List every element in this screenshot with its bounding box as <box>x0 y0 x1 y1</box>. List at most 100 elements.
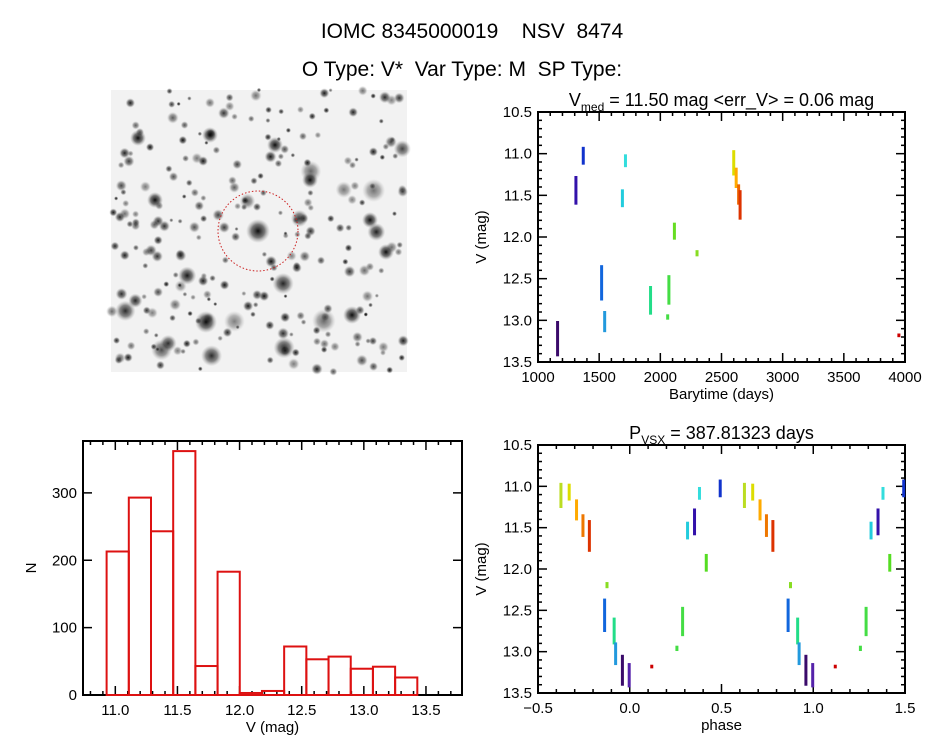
star <box>125 98 136 108</box>
data-point-group <box>627 663 631 688</box>
star <box>109 208 118 217</box>
star <box>250 177 258 185</box>
histogram-bar <box>238 691 263 696</box>
star <box>300 319 307 325</box>
star <box>357 85 368 96</box>
star <box>131 121 140 130</box>
star <box>365 262 375 271</box>
star <box>232 159 243 170</box>
star <box>228 182 240 193</box>
star <box>363 312 369 317</box>
star <box>394 248 403 256</box>
star <box>166 88 173 95</box>
data-point-group <box>623 154 627 168</box>
star <box>368 302 373 308</box>
star <box>296 311 305 321</box>
bright-star <box>343 306 361 324</box>
star <box>181 194 187 199</box>
star <box>145 244 157 257</box>
star <box>159 334 177 352</box>
data-point-group <box>649 286 653 315</box>
data-point-group <box>788 582 792 589</box>
star <box>307 189 314 197</box>
star <box>206 296 212 302</box>
title-rest: = 11.50 mag <err_V> = 0.06 mag <box>604 90 874 111</box>
data-point-group <box>559 482 563 508</box>
star <box>298 132 307 141</box>
star <box>172 346 183 356</box>
star <box>335 181 353 198</box>
star <box>115 180 127 192</box>
data-point-group <box>876 508 880 536</box>
star <box>277 153 285 160</box>
star <box>178 266 197 285</box>
star <box>291 262 302 273</box>
data-point-group <box>675 645 679 652</box>
star <box>362 179 386 203</box>
y-tick-label: 10.5 <box>503 104 532 121</box>
bright-star <box>362 212 378 228</box>
star <box>242 300 254 312</box>
figure-subtitle: O Type: V* Var Type: M SP Type: <box>302 58 622 81</box>
x-tick-label: −0.5 <box>523 700 553 717</box>
star <box>166 111 179 124</box>
star <box>287 358 300 370</box>
star <box>320 312 330 322</box>
star <box>265 320 275 330</box>
star <box>327 214 335 223</box>
star <box>122 199 130 208</box>
star <box>298 213 309 224</box>
star <box>393 140 411 158</box>
data-point-group <box>672 222 676 240</box>
y-tick-label: 300 <box>52 485 77 502</box>
star <box>374 293 380 298</box>
star <box>328 88 333 93</box>
star <box>279 312 291 323</box>
data-point-group <box>738 190 742 220</box>
star <box>224 101 235 112</box>
data-point-group <box>666 314 670 320</box>
star <box>190 294 196 301</box>
star <box>397 335 409 347</box>
histogram-bar <box>172 450 197 697</box>
star <box>112 336 121 345</box>
data-point-group <box>797 642 801 666</box>
data-point-group <box>764 514 768 537</box>
star <box>200 345 223 367</box>
star <box>163 281 170 288</box>
star <box>117 161 125 169</box>
star <box>335 223 345 233</box>
x-tick-label: 3000 <box>766 369 799 386</box>
data-point-group <box>771 520 775 552</box>
x-tick-label: 13.5 <box>411 702 440 719</box>
star <box>343 156 353 166</box>
star <box>368 362 379 372</box>
star <box>386 366 394 374</box>
x-tick-label: 12.0 <box>225 702 254 719</box>
data-point-group <box>581 514 585 537</box>
star <box>385 136 397 148</box>
data-point-group <box>732 150 736 176</box>
data-point-group <box>833 664 837 669</box>
star <box>323 107 330 114</box>
star <box>288 332 294 337</box>
histogram-plot: 11.0 11.5 12.0 12.5 13.0 13.5 0 100 200 300 V (mag… <box>23 440 463 736</box>
x-tick-label: 2500 <box>705 369 738 386</box>
data-point-group <box>575 499 579 521</box>
star <box>178 135 188 145</box>
star <box>218 107 230 119</box>
histogram-bar <box>349 667 374 696</box>
x-tick-label: 2000 <box>644 369 677 386</box>
star <box>398 354 406 362</box>
y-axis-label: V (mag) <box>473 542 490 595</box>
star <box>182 154 190 162</box>
data-point-group <box>864 606 868 637</box>
x-axis-label: Barytime (days) <box>669 386 774 403</box>
data-point-group <box>758 499 762 521</box>
star <box>195 234 202 241</box>
star <box>265 117 271 124</box>
data-point-group <box>605 582 609 589</box>
data-point-group <box>695 250 699 257</box>
data-point-group <box>811 663 815 688</box>
star <box>259 189 267 197</box>
